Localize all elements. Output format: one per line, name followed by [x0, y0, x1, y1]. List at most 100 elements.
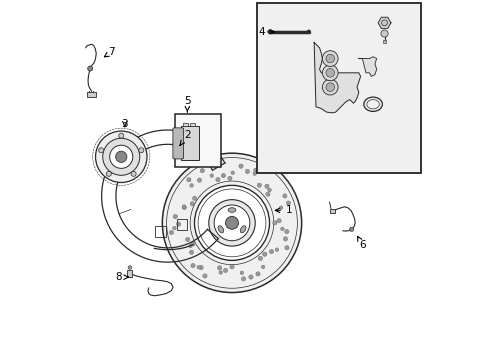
- Circle shape: [238, 164, 243, 168]
- Circle shape: [215, 177, 220, 182]
- Bar: [382, 40, 386, 43]
- Circle shape: [190, 202, 194, 206]
- Bar: [181, 126, 198, 160]
- Circle shape: [258, 256, 262, 261]
- Circle shape: [269, 249, 273, 254]
- Bar: [87, 93, 96, 97]
- Text: 8: 8: [115, 272, 128, 282]
- FancyBboxPatch shape: [173, 128, 183, 159]
- Circle shape: [109, 145, 133, 168]
- Circle shape: [189, 184, 193, 187]
- Circle shape: [190, 264, 195, 268]
- Text: 2: 2: [180, 130, 190, 145]
- Bar: [155, 226, 165, 237]
- Circle shape: [197, 265, 200, 269]
- Circle shape: [241, 277, 245, 281]
- Circle shape: [199, 265, 203, 270]
- Circle shape: [284, 246, 288, 250]
- Circle shape: [217, 266, 221, 270]
- Circle shape: [282, 194, 286, 198]
- Circle shape: [197, 178, 201, 182]
- Circle shape: [283, 237, 287, 241]
- Circle shape: [214, 205, 249, 241]
- Circle shape: [200, 168, 204, 173]
- Circle shape: [275, 248, 278, 251]
- Bar: [175, 114, 221, 167]
- Circle shape: [248, 275, 253, 279]
- Circle shape: [272, 221, 276, 225]
- Circle shape: [245, 169, 249, 174]
- Circle shape: [209, 174, 213, 177]
- Polygon shape: [194, 185, 269, 260]
- Bar: [176, 219, 187, 230]
- Circle shape: [87, 66, 93, 71]
- Bar: [190, 123, 194, 126]
- Circle shape: [182, 205, 186, 210]
- Circle shape: [322, 79, 337, 95]
- Circle shape: [173, 215, 177, 219]
- Circle shape: [176, 222, 181, 226]
- Circle shape: [257, 183, 261, 187]
- Circle shape: [264, 184, 268, 188]
- Circle shape: [221, 174, 225, 178]
- Circle shape: [267, 30, 271, 34]
- Circle shape: [95, 131, 147, 183]
- Circle shape: [230, 171, 234, 175]
- Circle shape: [192, 196, 196, 201]
- Ellipse shape: [227, 208, 235, 212]
- Circle shape: [172, 226, 176, 230]
- Circle shape: [240, 271, 243, 275]
- Bar: [329, 208, 335, 213]
- Circle shape: [102, 138, 140, 175]
- Circle shape: [128, 266, 131, 269]
- Circle shape: [227, 176, 232, 180]
- Circle shape: [139, 148, 143, 153]
- Circle shape: [265, 192, 269, 196]
- Circle shape: [225, 216, 238, 229]
- Polygon shape: [313, 42, 360, 113]
- Circle shape: [185, 237, 189, 242]
- Circle shape: [322, 51, 337, 66]
- Circle shape: [131, 171, 136, 176]
- Circle shape: [186, 177, 191, 182]
- Circle shape: [119, 133, 123, 138]
- Circle shape: [219, 271, 222, 274]
- Text: 1: 1: [275, 205, 292, 215]
- Circle shape: [267, 188, 271, 192]
- Circle shape: [349, 227, 353, 231]
- Circle shape: [229, 265, 234, 269]
- Polygon shape: [162, 153, 301, 293]
- Circle shape: [106, 171, 111, 176]
- Circle shape: [115, 151, 127, 162]
- Ellipse shape: [218, 226, 223, 233]
- Text: 5: 5: [183, 96, 190, 112]
- Circle shape: [306, 30, 310, 34]
- Circle shape: [255, 272, 260, 276]
- Circle shape: [284, 229, 288, 234]
- Ellipse shape: [240, 226, 245, 233]
- Circle shape: [223, 268, 227, 273]
- Circle shape: [276, 219, 281, 223]
- Circle shape: [189, 250, 193, 255]
- Bar: [257, 3, 421, 173]
- Text: 4: 4: [258, 27, 274, 37]
- Circle shape: [190, 242, 195, 246]
- Text: 3: 3: [122, 118, 128, 129]
- Circle shape: [261, 265, 264, 269]
- Circle shape: [380, 30, 387, 37]
- Circle shape: [279, 206, 282, 210]
- Circle shape: [280, 227, 284, 231]
- Circle shape: [325, 83, 334, 91]
- Circle shape: [325, 54, 334, 63]
- Circle shape: [252, 172, 256, 175]
- Circle shape: [262, 252, 266, 256]
- Bar: [127, 270, 132, 277]
- Circle shape: [322, 65, 337, 81]
- Circle shape: [286, 201, 290, 205]
- Circle shape: [99, 148, 103, 153]
- Polygon shape: [358, 57, 376, 76]
- Text: 7: 7: [104, 47, 115, 57]
- Circle shape: [253, 168, 258, 172]
- Text: 6: 6: [357, 237, 365, 250]
- Polygon shape: [377, 17, 390, 28]
